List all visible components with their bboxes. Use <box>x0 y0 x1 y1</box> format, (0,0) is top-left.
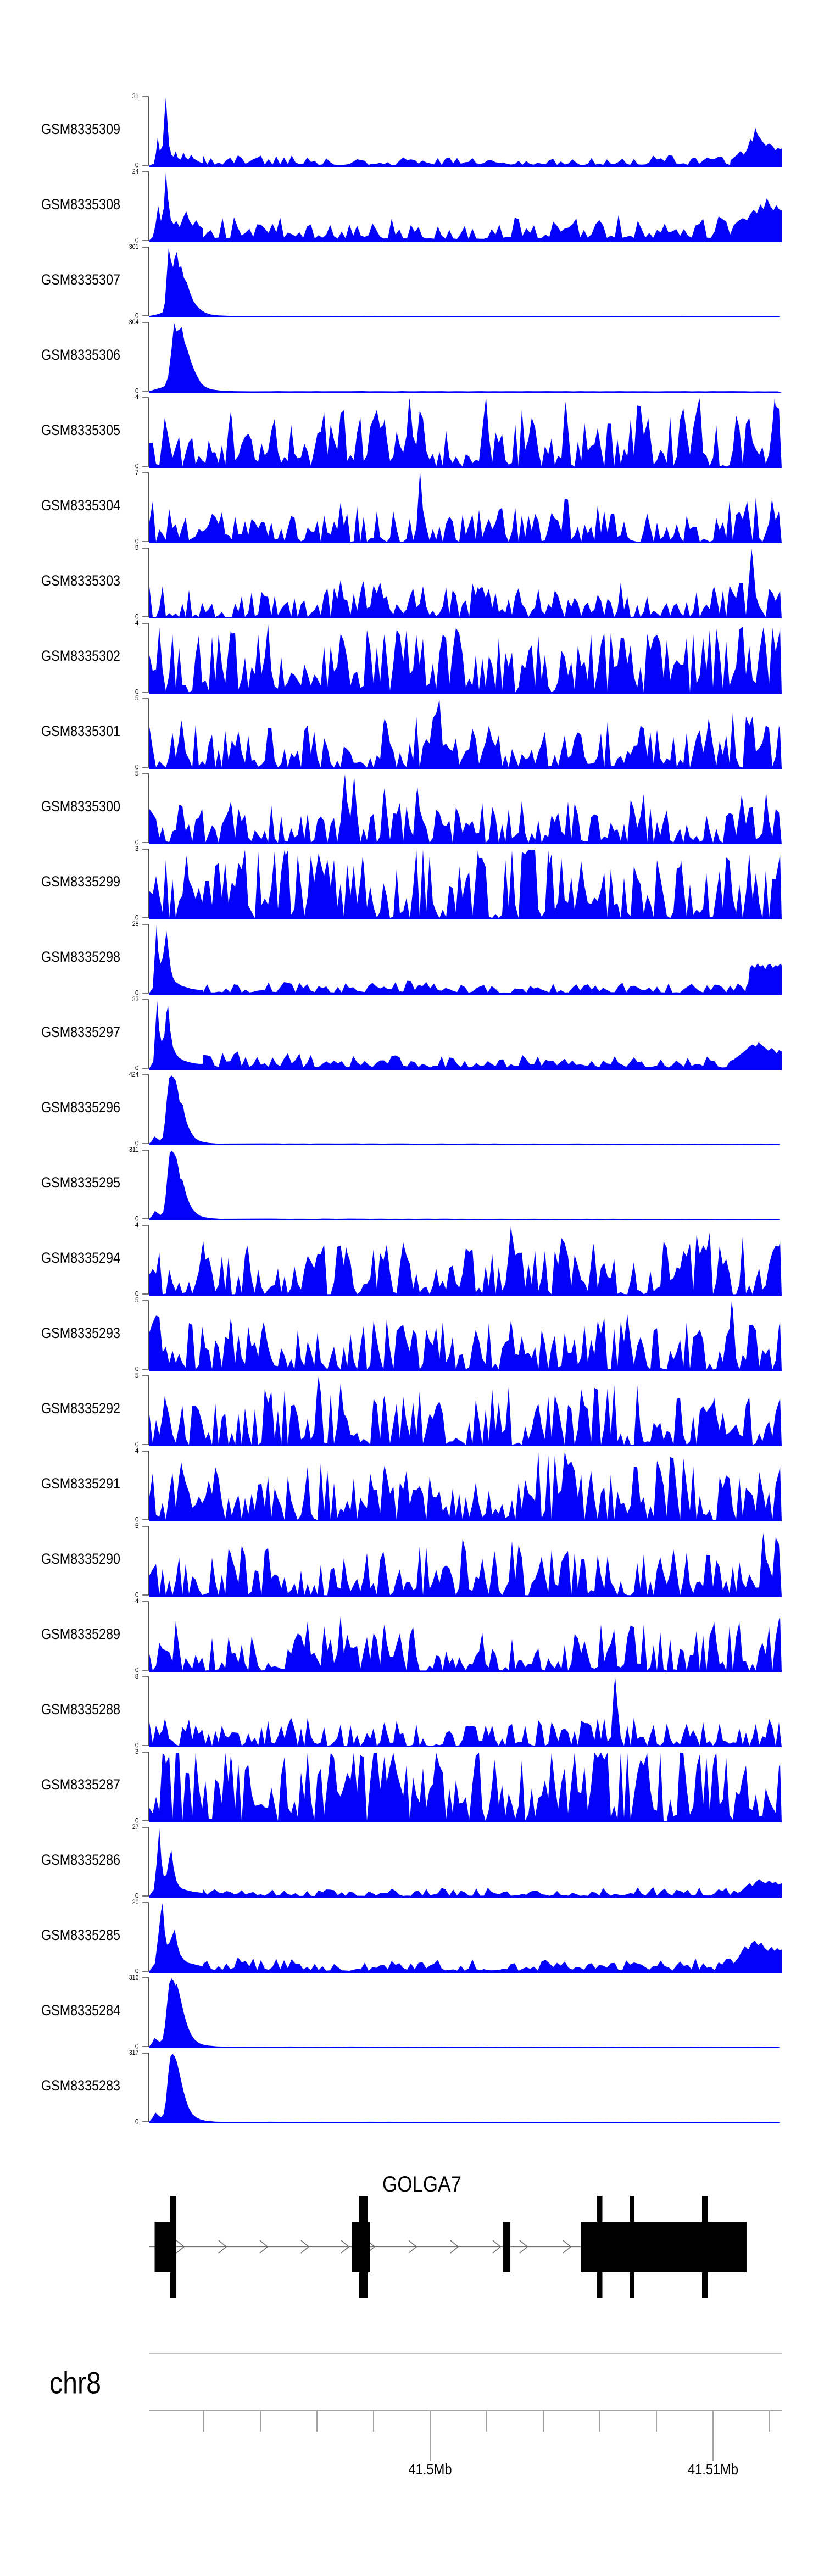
svg-text:27: 27 <box>132 1823 139 1831</box>
svg-text:316: 316 <box>129 1973 139 1981</box>
svg-text:311: 311 <box>129 1146 139 1153</box>
svg-text:5: 5 <box>135 1522 139 1530</box>
svg-text:GSM8335308: GSM8335308 <box>41 196 120 213</box>
svg-text:3: 3 <box>135 1748 139 1755</box>
svg-text:0: 0 <box>135 1064 139 1072</box>
svg-text:GSM8335307: GSM8335307 <box>41 271 120 288</box>
svg-text:GSM8335291: GSM8335291 <box>41 1475 120 1492</box>
svg-text:GSM8335288: GSM8335288 <box>41 1701 120 1718</box>
svg-text:4: 4 <box>135 1221 139 1229</box>
svg-text:0: 0 <box>135 612 139 620</box>
svg-text:5: 5 <box>135 694 139 702</box>
svg-text:GSM8335295: GSM8335295 <box>41 1174 120 1191</box>
svg-text:33: 33 <box>132 995 139 1003</box>
svg-text:0: 0 <box>135 1515 139 1523</box>
svg-text:9: 9 <box>135 544 139 551</box>
svg-text:GSM8335290: GSM8335290 <box>41 1551 120 1567</box>
svg-text:0: 0 <box>135 838 139 846</box>
svg-text:5: 5 <box>135 770 139 777</box>
svg-text:3: 3 <box>135 845 139 852</box>
svg-text:GSM8335289: GSM8335289 <box>41 1626 120 1642</box>
svg-text:0: 0 <box>135 1440 139 1448</box>
svg-text:GSM8335302: GSM8335302 <box>41 648 120 664</box>
svg-text:0: 0 <box>135 311 139 319</box>
svg-text:0: 0 <box>135 1741 139 1749</box>
svg-text:GSM8335283: GSM8335283 <box>41 2077 120 2094</box>
svg-text:317: 317 <box>129 2049 139 2056</box>
svg-text:0: 0 <box>135 1666 139 1674</box>
svg-text:304: 304 <box>129 318 139 326</box>
svg-text:GSM8335292: GSM8335292 <box>41 1400 120 1417</box>
svg-text:GSM8335305: GSM8335305 <box>41 422 120 438</box>
svg-text:GOLGA7: GOLGA7 <box>382 2172 461 2196</box>
svg-text:0: 0 <box>135 913 139 921</box>
svg-text:424: 424 <box>129 1070 139 1078</box>
svg-text:GSM8335300: GSM8335300 <box>41 798 120 815</box>
svg-text:GSM8335297: GSM8335297 <box>41 1024 120 1040</box>
svg-text:GSM8335306: GSM8335306 <box>41 347 120 363</box>
svg-text:chr8: chr8 <box>49 2366 101 2400</box>
svg-text:0: 0 <box>135 1816 139 1824</box>
svg-text:GSM8335287: GSM8335287 <box>41 1776 120 1793</box>
svg-text:GSM8335304: GSM8335304 <box>41 497 120 514</box>
svg-text:0: 0 <box>135 763 139 771</box>
svg-text:GSM8335309: GSM8335309 <box>41 121 120 137</box>
svg-text:GSM8335301: GSM8335301 <box>41 723 120 739</box>
svg-text:GSM8335286: GSM8335286 <box>41 1852 120 1868</box>
svg-text:0: 0 <box>135 1290 139 1297</box>
svg-text:GSM8335296: GSM8335296 <box>41 1099 120 1116</box>
svg-text:GSM8335285: GSM8335285 <box>41 1927 120 1943</box>
svg-text:0: 0 <box>135 1214 139 1222</box>
svg-text:0: 0 <box>135 537 139 545</box>
svg-text:4: 4 <box>135 1447 139 1454</box>
svg-text:301: 301 <box>129 243 139 250</box>
svg-text:0: 0 <box>135 688 139 695</box>
svg-text:0: 0 <box>135 1139 139 1147</box>
svg-text:GSM8335298: GSM8335298 <box>41 949 120 965</box>
svg-text:5: 5 <box>135 1371 139 1379</box>
svg-text:0: 0 <box>135 462 139 470</box>
svg-text:8: 8 <box>135 1672 139 1680</box>
svg-text:GSM8335284: GSM8335284 <box>41 2002 120 2019</box>
svg-text:20: 20 <box>132 1898 139 1906</box>
svg-text:GSM8335303: GSM8335303 <box>41 572 120 589</box>
svg-text:4: 4 <box>135 1597 139 1605</box>
svg-text:0: 0 <box>135 387 139 394</box>
svg-text:7: 7 <box>135 469 139 476</box>
svg-text:0: 0 <box>135 2042 139 2050</box>
svg-text:0: 0 <box>135 1591 139 1598</box>
svg-text:GSM8335294: GSM8335294 <box>41 1250 120 1266</box>
svg-text:4: 4 <box>135 393 139 401</box>
svg-text:41.5Mb: 41.5Mb <box>409 2461 452 2478</box>
svg-text:0: 0 <box>135 161 139 169</box>
svg-text:0: 0 <box>135 2117 139 2125</box>
svg-text:0: 0 <box>135 1365 139 1373</box>
svg-text:0: 0 <box>135 1892 139 1899</box>
svg-text:31: 31 <box>132 92 139 100</box>
svg-text:0: 0 <box>135 989 139 996</box>
svg-text:0: 0 <box>135 1967 139 1975</box>
svg-text:GSM8335299: GSM8335299 <box>41 873 120 890</box>
svg-text:28: 28 <box>132 920 139 928</box>
svg-text:5: 5 <box>135 1296 139 1304</box>
svg-text:0: 0 <box>135 236 139 244</box>
svg-text:24: 24 <box>132 168 139 175</box>
svg-text:4: 4 <box>135 619 139 627</box>
svg-text:41.51Mb: 41.51Mb <box>688 2461 738 2478</box>
svg-text:GSM8335293: GSM8335293 <box>41 1325 120 1341</box>
